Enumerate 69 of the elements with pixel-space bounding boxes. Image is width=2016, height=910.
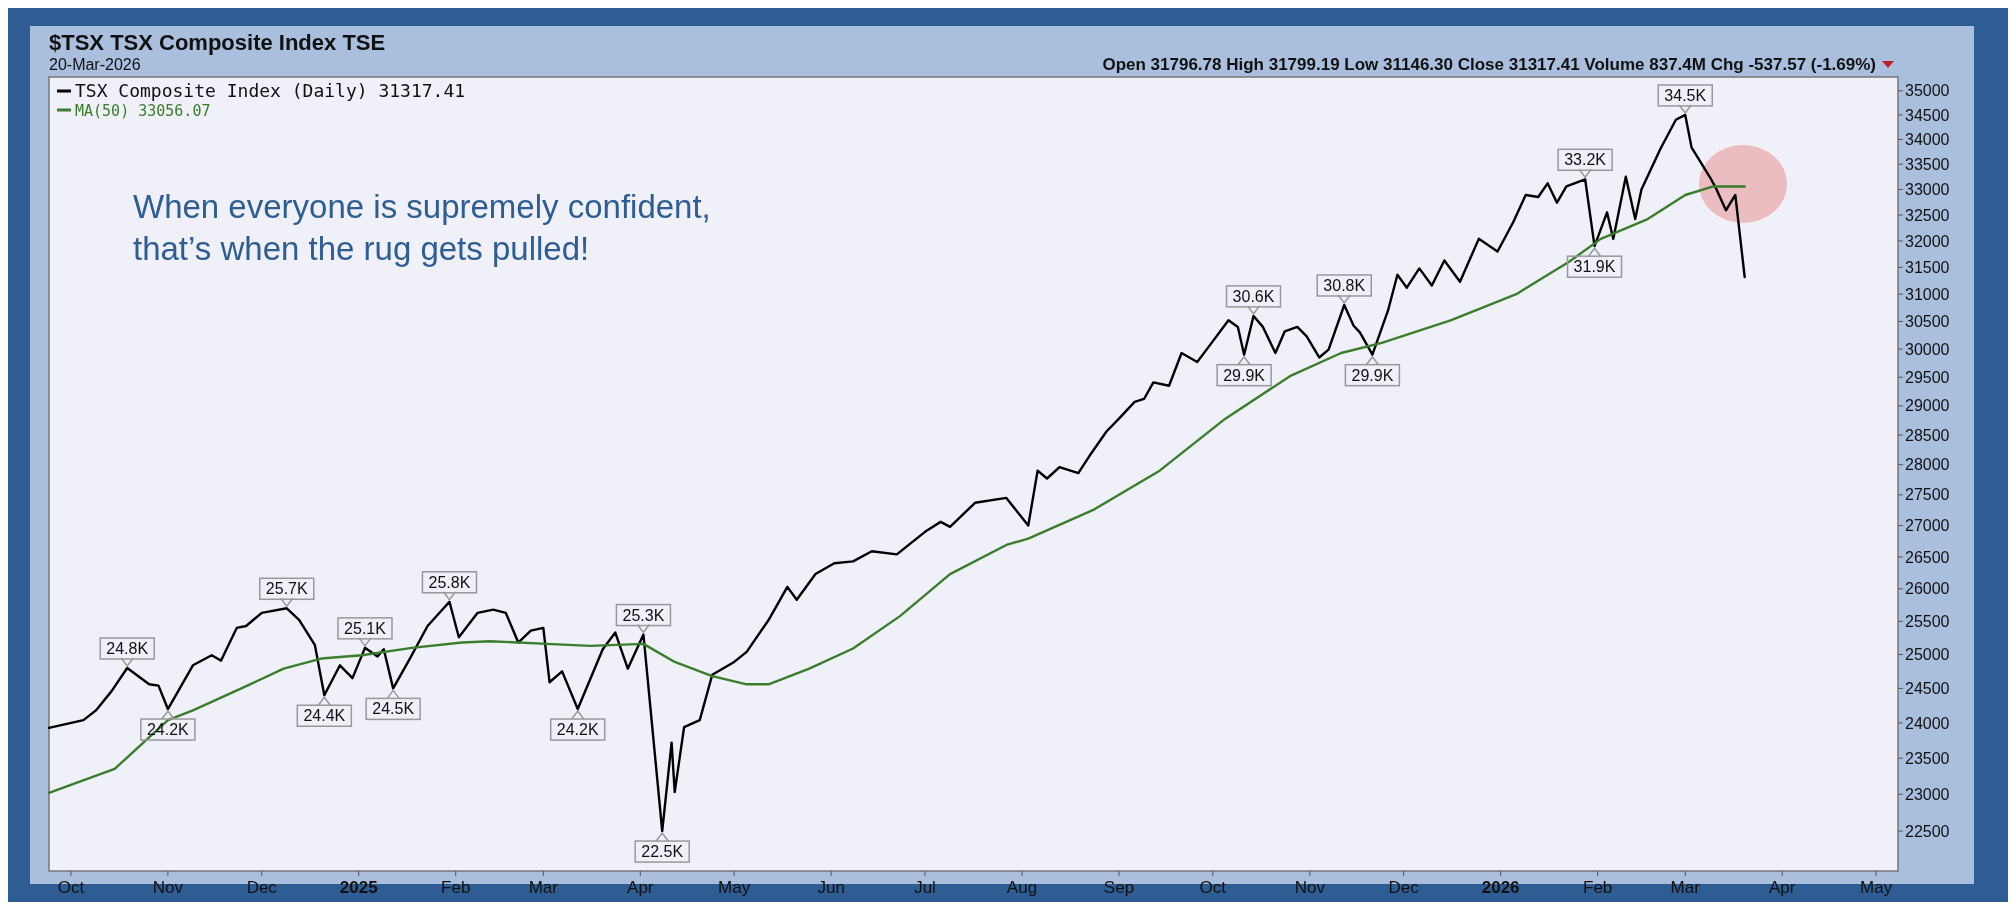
annotation: 31.9K [1573, 258, 1616, 276]
x-tick-label: Jul [914, 878, 936, 897]
y-tick-label: 33000 [1905, 181, 1950, 198]
annotation: 24.4K [303, 707, 346, 725]
x-tick-label: 2025 [339, 878, 378, 897]
x-tick-label: Feb [1583, 878, 1613, 897]
y-tick-label: 26500 [1905, 548, 1950, 566]
legend-label: MA(50) 33056.07 [75, 102, 211, 120]
y-tick-label: 27500 [1905, 486, 1950, 504]
chart-title: $TSX TSX Composite Index TSE [49, 30, 386, 55]
y-tick-label: 22500 [1905, 822, 1950, 840]
x-tick-label: Apr [627, 878, 654, 897]
y-tick-label: 30500 [1905, 312, 1950, 330]
text: Open 31796.78 High 31799.19 Low 31146.30 Close 31317.41 Volume 837.4M Chg -537.57 (-1.69%) [1102, 55, 1876, 74]
y-tick-label: 27000 [1905, 517, 1950, 535]
annotation: 22.5K [641, 843, 684, 861]
x-tick-label: Mar [528, 878, 559, 897]
x-tick-label: Aug [1006, 878, 1038, 897]
y-tick-label: 31500 [1905, 258, 1950, 276]
x-tick-label: Jun [817, 878, 845, 897]
annotation: 30.8K [1323, 276, 1366, 294]
y-tick-label: 24500 [1905, 679, 1950, 697]
y-tick-label: 23500 [1905, 749, 1950, 767]
y-tick-label: 29000 [1905, 397, 1950, 415]
y-tick-label: 28500 [1905, 426, 1950, 444]
y-tick-label: 24000 [1905, 714, 1950, 732]
legend-label: TSX Composite Index (Daily) 31317.41 [75, 80, 466, 101]
annotation: 25.7K [265, 580, 309, 598]
annotation: 24.8K [106, 640, 149, 657]
line-series [47, 185, 1746, 794]
y-tick-label: 29500 [1905, 368, 1950, 386]
y-tick-label: 30000 [1905, 340, 1950, 358]
x-tick-label: Apr [1769, 878, 1796, 897]
x-tick-label: May [1860, 878, 1893, 897]
y-tick-label: 32500 [1905, 206, 1950, 224]
x-tick-label: 2026 [1481, 878, 1520, 897]
y-tick-label: 26000 [1905, 580, 1950, 598]
x-tick-label: Dec [1388, 878, 1420, 897]
annotation: 30.6K [1232, 287, 1275, 305]
y-tick-label: 28000 [1905, 456, 1950, 474]
y-tick-label: 31000 [1905, 285, 1950, 303]
y-tick-label: 25500 [1905, 612, 1950, 630]
x-tick-label: Oct [57, 878, 85, 897]
annotation: When everyone is supremely confident, that’s when the rug gets pulled! [133, 188, 711, 267]
x-tick-label: May [718, 878, 751, 897]
x-tick-label: Sep [1103, 878, 1135, 897]
x-tick-label: Nov [1294, 878, 1326, 897]
annotation: 29.9K [1223, 366, 1266, 384]
x-tick-label: Oct [1199, 878, 1227, 897]
x-tick-label: Mar [1670, 878, 1701, 897]
annotation: 24.5K [372, 700, 415, 718]
x-tick-label: Nov [152, 878, 184, 897]
annotation: 29.9K [1351, 366, 1394, 384]
chart-subtitle: 20-Mar-2026 [49, 56, 141, 73]
y-tick-label: 34500 [1905, 106, 1950, 124]
y-tick-label: 23000 [1905, 785, 1950, 803]
y-tick-label: 33500 [1905, 155, 1950, 173]
annotation: 24.2K [556, 721, 599, 739]
annotation: 33.2K [1564, 151, 1607, 169]
y-tick-label: 25000 [1905, 646, 1950, 664]
annotation: 25.8K [428, 573, 471, 591]
annotation: 25.3K [622, 606, 665, 624]
x-tick-label: Feb [441, 878, 471, 897]
annotation: 25.1K [344, 619, 387, 637]
y-tick-label: 35000 [1905, 82, 1950, 100]
y-tick-label: 34000 [1905, 130, 1950, 148]
x-tick-label: Dec [246, 878, 278, 897]
annotation: 34.5K [1664, 86, 1707, 104]
y-tick-label: 32000 [1905, 232, 1950, 250]
